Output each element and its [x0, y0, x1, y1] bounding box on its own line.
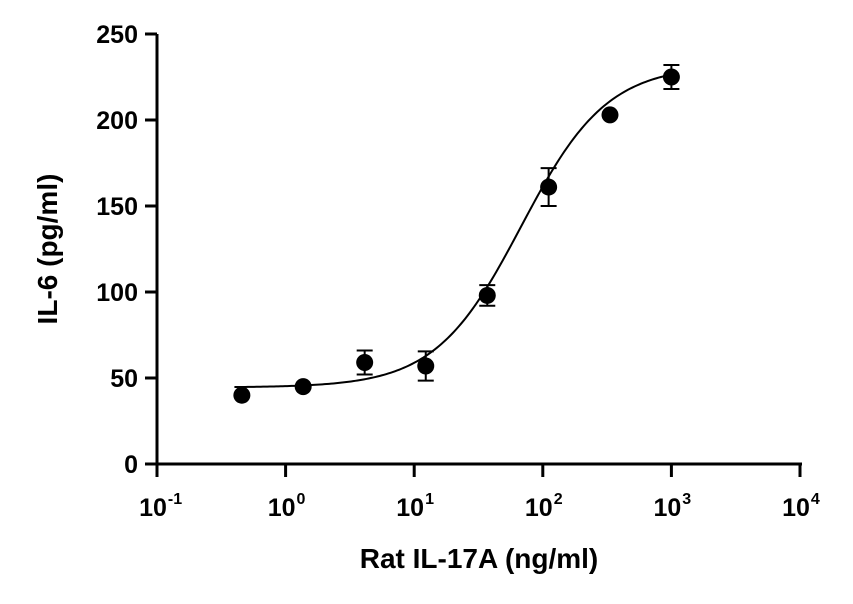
- y-tick-label: 0: [124, 451, 138, 479]
- data-point: [417, 357, 435, 375]
- y-axis-title: IL-6 (pg/ml): [32, 174, 63, 325]
- data-point: [662, 68, 680, 86]
- y-tick-label: 100: [96, 279, 138, 307]
- x-tick-exponent: 3: [682, 491, 691, 508]
- x-tick-exponent: 1: [425, 491, 434, 508]
- data-point: [294, 378, 312, 396]
- data-point: [540, 178, 558, 196]
- x-tick-label: 10: [525, 494, 553, 522]
- y-tick-label: 150: [96, 193, 138, 221]
- x-tick-exponent: 2: [554, 491, 563, 508]
- x-tick-label: 10: [653, 494, 681, 522]
- y-tick-label: 200: [96, 107, 138, 135]
- x-tick-label: 10: [268, 494, 296, 522]
- x-axis-title: Rat IL-17A (ng/ml): [360, 543, 599, 574]
- x-tick-exponent: 0: [297, 491, 306, 508]
- x-tick-label: 10: [396, 494, 424, 522]
- x-tick-exponent: 4: [811, 491, 820, 508]
- axes-layer: [155, 34, 802, 466]
- data-point: [601, 106, 619, 124]
- x-tick-label: 10: [782, 494, 810, 522]
- y-tick-label: 50: [110, 365, 138, 393]
- x-tick-exponent: -1: [168, 491, 182, 508]
- data-point: [478, 286, 496, 304]
- data-point: [356, 354, 374, 372]
- data-points-layer: [233, 63, 680, 404]
- y-tick-label: 250: [96, 21, 138, 49]
- x-tick-label: 10: [139, 494, 167, 522]
- data-point: [233, 386, 251, 404]
